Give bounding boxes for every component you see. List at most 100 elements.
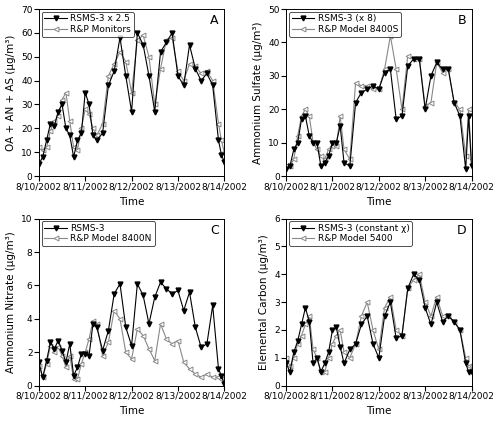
RSMS-3: [204, 341, 210, 346]
R&P Monitors: [175, 68, 181, 73]
R&P Monitors: [216, 121, 222, 126]
R&P Monitors: [52, 119, 58, 124]
RSMS-3 (constant χ): [388, 300, 394, 305]
RSMS-3: [36, 360, 42, 365]
X-axis label: Time: Time: [366, 406, 392, 417]
R&P Model 8400N: [36, 363, 42, 368]
RSMS-3: [140, 293, 146, 298]
RSMS-3 (constant χ): [302, 305, 308, 310]
RSMS-3: [216, 366, 222, 371]
RSMS-3: [82, 352, 88, 357]
R&P Monitors: [152, 102, 158, 107]
R&P Model 8400N: [152, 358, 158, 363]
R&P Monitors: [55, 114, 61, 119]
Line: RSMS-3 (constant χ): RSMS-3 (constant χ): [284, 272, 474, 374]
RSMS-3 (x 8): [440, 67, 446, 72]
R&P Model 5400: [382, 305, 388, 310]
RSMS-3 (x 8): [318, 163, 324, 168]
R&P Model 8400S: [428, 100, 434, 105]
R&P Monitors: [146, 54, 152, 60]
R&P Model 5400: [393, 327, 399, 333]
Legend: RSMS-3 (x 8), R&P Model 8400S: RSMS-3 (x 8), R&P Model 8400S: [289, 12, 401, 37]
R&P Model 8400S: [302, 107, 308, 112]
R&P Monitors: [186, 61, 192, 66]
RSMS-3: [198, 345, 204, 350]
RSMS-3: [90, 321, 96, 326]
R&P Model 8400S: [446, 67, 452, 72]
RSMS-3 x 2.5: [152, 109, 158, 114]
RSMS-3 (constant χ): [352, 341, 358, 346]
RSMS-3 (x 8): [334, 140, 340, 145]
R&P Model 8400N: [140, 333, 146, 338]
R&P Model 8400N: [111, 308, 117, 313]
Y-axis label: Ammonium Sulfate (μg/m³): Ammonium Sulfate (μg/m³): [253, 21, 263, 164]
R&P Model 8400S: [364, 83, 370, 88]
R&P Model 8400N: [48, 343, 54, 348]
R&P Model 5400: [352, 341, 358, 346]
RSMS-3 (x 8): [291, 147, 297, 152]
R&P Model 8400S: [341, 147, 347, 152]
RSMS-3 x 2.5: [40, 154, 46, 160]
R&P Model 8400N: [198, 375, 204, 380]
RSMS-3 x 2.5: [63, 126, 69, 131]
RSMS-3 (constant χ): [326, 350, 332, 355]
R&P Monitors: [70, 145, 76, 150]
R&P Model 8400S: [451, 100, 457, 105]
R&P Model 8400N: [117, 316, 123, 322]
R&P Model 8400S: [347, 157, 353, 162]
RSMS-3 (constant χ): [457, 327, 463, 333]
RSMS-3 x 2.5: [134, 30, 140, 35]
R&P Model 5400: [302, 322, 308, 327]
RSMS-3 (x 8): [451, 100, 457, 105]
Legend: RSMS-3 (constant χ), R&P Model 5400: RSMS-3 (constant χ), R&P Model 5400: [289, 222, 412, 246]
RSMS-3 x 2.5: [192, 66, 198, 71]
RSMS-3 x 2.5: [55, 109, 61, 114]
R&P Model 8400N: [192, 371, 198, 376]
R&P Monitors: [67, 119, 73, 124]
RSMS-3 x 2.5: [67, 133, 73, 138]
R&P Model 8400N: [78, 361, 84, 366]
R&P Model 5400: [416, 272, 422, 277]
R&P Model 8400S: [334, 143, 340, 149]
RSMS-3 (x 8): [393, 117, 399, 122]
R&P Monitors: [140, 33, 146, 38]
R&P Monitors: [198, 71, 204, 76]
R&P Model 8400S: [283, 163, 289, 168]
R&P Model 8400N: [158, 321, 164, 326]
R&P Model 8400N: [74, 376, 80, 381]
R&P Model 8400N: [55, 345, 61, 350]
RSMS-3 x 2.5: [216, 138, 222, 143]
RSMS-3 (x 8): [434, 60, 440, 65]
R&P Model 8400N: [52, 350, 58, 355]
R&P Monitors: [169, 35, 175, 40]
Line: R&P Monitors: R&P Monitors: [36, 33, 226, 154]
R&P Monitors: [222, 150, 228, 155]
R&P Model 5400: [434, 294, 440, 299]
RSMS-3 (x 8): [468, 163, 474, 168]
R&P Monitors: [134, 38, 140, 43]
RSMS-3 x 2.5: [140, 42, 146, 47]
RSMS-3 x 2.5: [218, 152, 224, 157]
R&P Model 5400: [294, 341, 300, 346]
R&P Model 8400N: [67, 353, 73, 358]
RSMS-3 (constant χ): [462, 361, 468, 366]
Y-axis label: Elemental Carbon (μg/m³): Elemental Carbon (μg/m³): [258, 234, 268, 370]
R&P Monitors: [164, 38, 170, 43]
RSMS-3 x 2.5: [86, 102, 92, 107]
RSMS-3 (x 8): [370, 83, 376, 88]
RSMS-3 (x 8): [326, 154, 332, 159]
RSMS-3 (constant χ): [399, 333, 405, 338]
R&P Model 8400N: [63, 365, 69, 370]
RSMS-3 (constant χ): [283, 361, 289, 366]
RSMS-3 (constant χ): [370, 341, 376, 346]
R&P Model 8400S: [314, 147, 320, 152]
R&P Monitors: [90, 126, 96, 131]
RSMS-3 (x 8): [298, 117, 304, 122]
Y-axis label: Ammonium Nitrate (μg/m³): Ammonium Nitrate (μg/m³): [6, 231, 16, 373]
R&P Model 8400N: [128, 357, 134, 362]
R&P Model 5400: [341, 350, 347, 355]
R&P Model 5400: [466, 364, 471, 369]
Legend: RSMS-3 x 2.5, R&P Monitors: RSMS-3 x 2.5, R&P Monitors: [42, 12, 134, 37]
RSMS-3 (x 8): [352, 100, 358, 105]
R&P Model 8400S: [376, 87, 382, 92]
